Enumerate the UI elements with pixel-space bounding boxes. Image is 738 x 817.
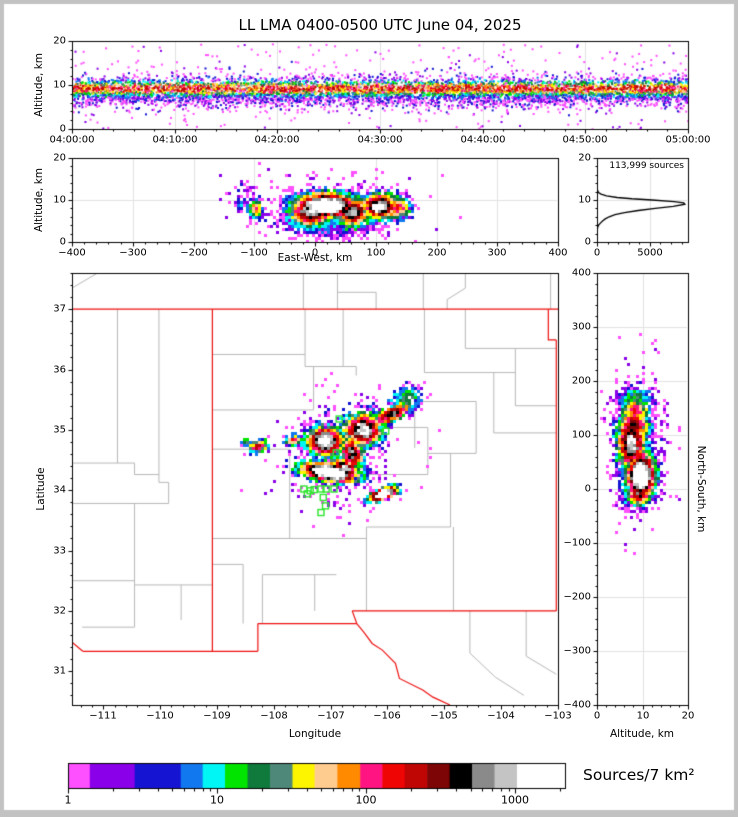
- source-count-annotation: 113,999 sources: [609, 161, 684, 171]
- colorbar-label: Sources/7 km²: [583, 766, 695, 784]
